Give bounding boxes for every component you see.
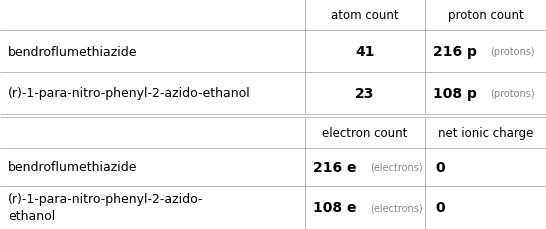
Text: (r)-1-para-nitro-phenyl-2-azido-ethanol: (r)-1-para-nitro-phenyl-2-azido-ethanol — [8, 87, 251, 100]
Text: (r)-1-para-nitro-phenyl-2-azido-
ethanol: (r)-1-para-nitro-phenyl-2-azido- ethanol — [8, 193, 204, 223]
Text: 0: 0 — [435, 160, 444, 174]
Text: electron count: electron count — [322, 126, 408, 139]
Text: (electrons): (electrons) — [370, 203, 423, 213]
Text: atom count: atom count — [331, 9, 399, 22]
Text: 41: 41 — [355, 45, 375, 59]
Text: (electrons): (electrons) — [370, 162, 423, 172]
Text: (protons): (protons) — [491, 47, 535, 57]
Text: 216 e: 216 e — [313, 160, 357, 174]
Text: (protons): (protons) — [491, 89, 535, 98]
Text: 0: 0 — [435, 201, 444, 215]
Text: 23: 23 — [355, 87, 375, 101]
Text: bendroflumethiazide: bendroflumethiazide — [8, 45, 138, 58]
Text: 108 e: 108 e — [313, 201, 357, 215]
Text: bendroflumethiazide: bendroflumethiazide — [8, 161, 138, 174]
Text: net ionic charge: net ionic charge — [438, 126, 533, 139]
Text: proton count: proton count — [448, 9, 524, 22]
Text: 216 p: 216 p — [433, 45, 477, 59]
Text: 108 p: 108 p — [433, 87, 477, 101]
